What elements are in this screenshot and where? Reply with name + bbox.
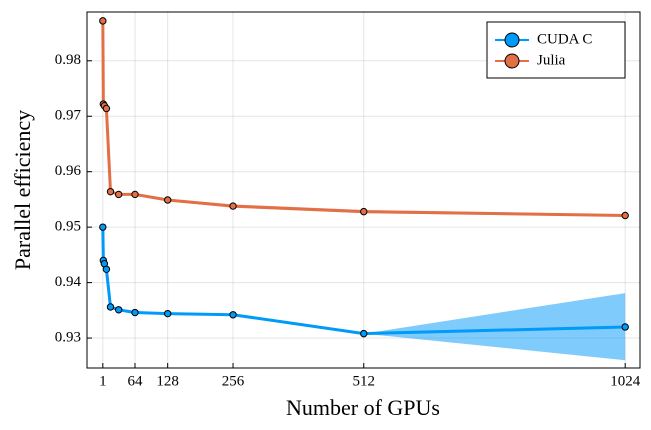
x-tick-label: 512 (353, 373, 376, 389)
data-point (102, 265, 111, 273)
y-tick-label: 0.93 (55, 329, 81, 345)
data-point (114, 190, 123, 199)
data-point (131, 190, 139, 199)
data-point (114, 306, 123, 314)
data-point (102, 104, 111, 113)
legend-label: CUDA C (537, 31, 592, 47)
x-tick-label: 256 (222, 373, 245, 389)
data-point (229, 202, 237, 210)
data-point (621, 211, 629, 220)
legend-marker (504, 53, 520, 69)
data-point (106, 303, 115, 311)
x-axis-label: Number of GPUs (286, 395, 440, 420)
legend-marker (504, 32, 520, 48)
x-tick-label: 1024 (610, 373, 641, 389)
y-tick-label: 0.96 (55, 163, 82, 179)
y-tick-label: 0.98 (55, 52, 81, 68)
data-point (99, 223, 107, 231)
y-tick-label: 0.97 (55, 108, 82, 124)
y-tick-label: 0.95 (55, 219, 81, 235)
x-tick-label: 128 (156, 373, 179, 389)
data-point (131, 308, 139, 317)
y-tick-label: 0.94 (55, 274, 82, 290)
plot-frame (86, 11, 641, 369)
data-point (99, 17, 107, 25)
data-point (360, 329, 368, 338)
data-point (106, 187, 115, 196)
data-point (229, 311, 237, 319)
y-axis-label: Parallel efficiency (10, 110, 35, 270)
legend-label: Julia (537, 52, 566, 68)
data-point (621, 323, 629, 331)
data-point (360, 207, 368, 216)
x-tick-label: 1 (99, 373, 107, 389)
data-point (163, 196, 172, 204)
error-band (102, 227, 626, 361)
legend-box (486, 21, 626, 79)
data-point (163, 309, 172, 318)
x-tick-label: 64 (127, 373, 143, 389)
